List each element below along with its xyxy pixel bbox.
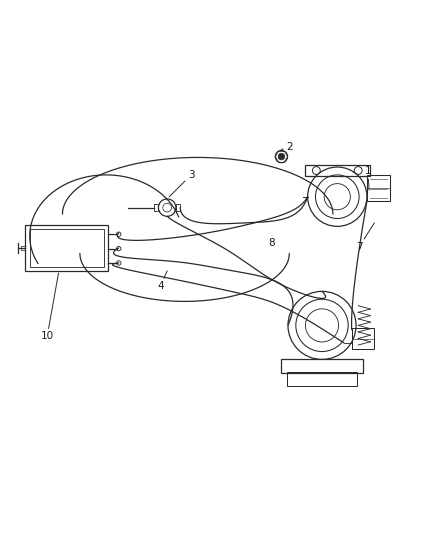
Bar xyxy=(154,204,158,211)
Text: 8: 8 xyxy=(268,238,275,247)
Text: 7: 7 xyxy=(355,223,374,252)
Text: 3: 3 xyxy=(169,170,194,197)
Bar xyxy=(351,328,374,350)
Bar xyxy=(21,246,25,250)
Bar xyxy=(25,225,108,271)
Bar xyxy=(30,229,104,266)
Text: 1: 1 xyxy=(364,166,370,190)
Text: 4: 4 xyxy=(157,271,167,291)
Bar xyxy=(280,359,363,373)
Text: 2: 2 xyxy=(281,142,292,151)
Bar xyxy=(304,165,369,176)
Bar xyxy=(176,204,180,211)
Text: 10: 10 xyxy=(41,273,58,341)
Circle shape xyxy=(277,153,284,160)
Bar xyxy=(366,175,389,201)
Bar xyxy=(286,372,356,385)
